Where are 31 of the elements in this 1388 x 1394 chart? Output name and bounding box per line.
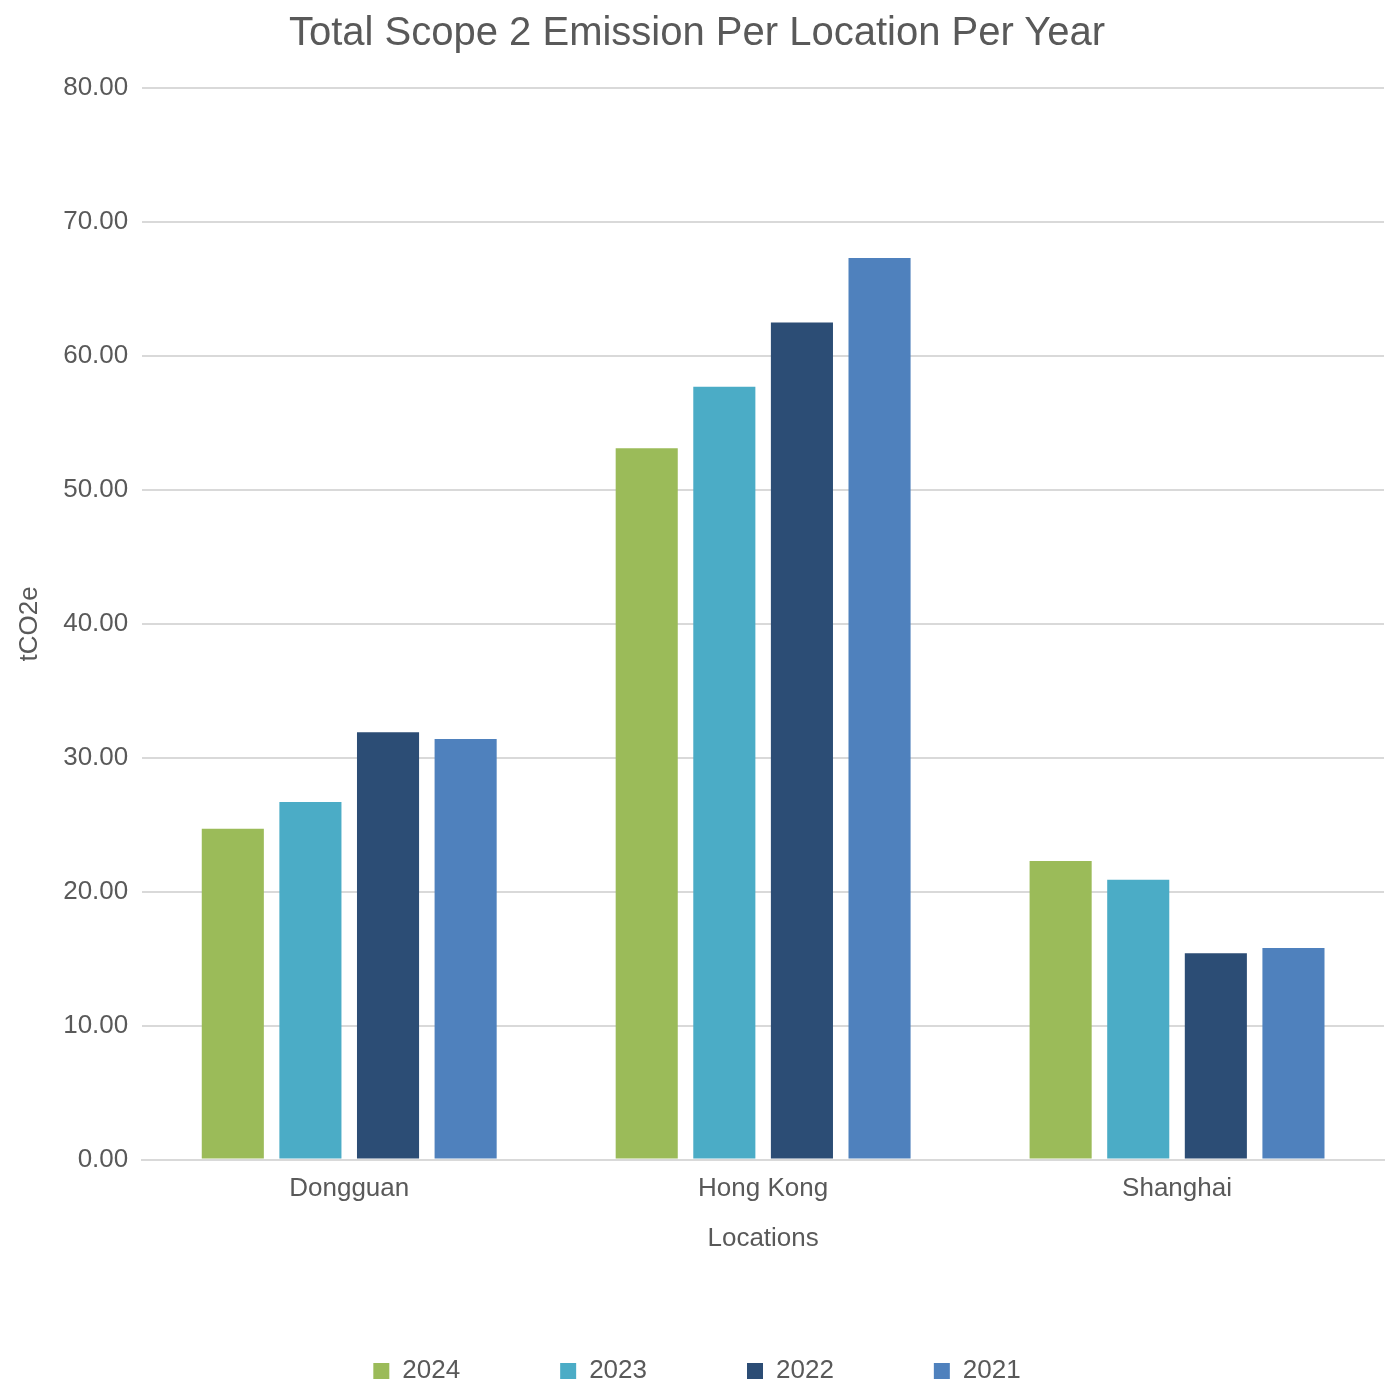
bar [1029, 860, 1092, 1159]
x-tick-label: Hong Kong [698, 1172, 829, 1203]
y-tick-label: 20.00 [63, 874, 129, 905]
legend-label: 2024 [402, 1354, 461, 1385]
y-tick-label: 70.00 [63, 205, 129, 236]
bar [279, 801, 342, 1159]
y-tick-label: 40.00 [63, 606, 129, 637]
y-tick-label: 10.00 [63, 1008, 129, 1039]
bar [615, 448, 678, 1159]
y-tick-label: 80.00 [63, 71, 129, 102]
bar [1107, 879, 1170, 1159]
y-tick-label: 60.00 [63, 339, 129, 370]
bar [848, 258, 911, 1159]
y-tick-label: 30.00 [63, 740, 129, 771]
bar [201, 828, 264, 1159]
bar [1184, 953, 1247, 1159]
legend-label: 2022 [776, 1354, 834, 1385]
legend-label: 2021 [962, 1354, 1021, 1385]
x-tick-label: Shanghai [1122, 1172, 1232, 1203]
legend-label: 2023 [589, 1354, 647, 1385]
bar [693, 386, 756, 1159]
bar [770, 322, 833, 1159]
x-axis-title: Locations [707, 1221, 819, 1252]
x-tick-label: Dongguan [289, 1172, 410, 1203]
bar [356, 732, 420, 1159]
bar [1262, 947, 1325, 1159]
chart-title: Total Scope 2 Emission Per Location Per Year [288, 9, 1106, 54]
bar [434, 739, 497, 1159]
y-tick-label: 50.00 [63, 473, 129, 504]
y-axis-title: tCO2e [12, 586, 43, 662]
y-tick-label: 0.00 [77, 1142, 129, 1173]
